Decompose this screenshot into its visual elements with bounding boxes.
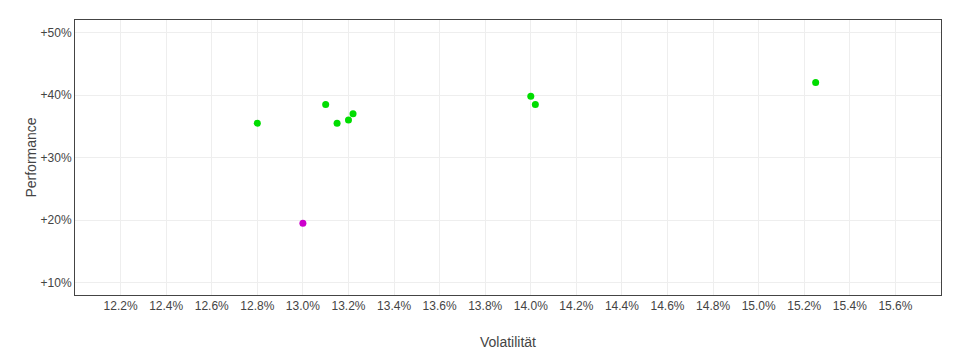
- svg-text:Volatilität: Volatilität: [480, 334, 536, 350]
- svg-text:13.8%: 13.8%: [468, 299, 502, 313]
- svg-text:13.6%: 13.6%: [423, 299, 457, 313]
- svg-text:+40%: +40%: [41, 88, 72, 102]
- svg-text:14.0%: 14.0%: [514, 299, 548, 313]
- svg-text:14.6%: 14.6%: [651, 299, 685, 313]
- svg-text:14.2%: 14.2%: [559, 299, 593, 313]
- svg-text:12.4%: 12.4%: [149, 299, 183, 313]
- svg-text:15.4%: 15.4%: [833, 299, 867, 313]
- svg-text:13.4%: 13.4%: [377, 299, 411, 313]
- svg-text:+30%: +30%: [41, 151, 72, 165]
- svg-text:15.2%: 15.2%: [787, 299, 821, 313]
- svg-text:+10%: +10%: [41, 276, 72, 290]
- svg-text:+20%: +20%: [41, 213, 72, 227]
- svg-text:13.0%: 13.0%: [286, 299, 320, 313]
- svg-text:14.8%: 14.8%: [696, 299, 730, 313]
- svg-text:Performance: Performance: [23, 117, 39, 197]
- svg-text:13.2%: 13.2%: [331, 299, 365, 313]
- svg-text:14.4%: 14.4%: [605, 299, 639, 313]
- svg-text:12.2%: 12.2%: [104, 299, 138, 313]
- svg-text:15.0%: 15.0%: [742, 299, 776, 313]
- svg-text:12.8%: 12.8%: [240, 299, 274, 313]
- svg-text:12.6%: 12.6%: [195, 299, 229, 313]
- svg-text:+50%: +50%: [41, 26, 72, 40]
- svg-text:15.6%: 15.6%: [878, 299, 912, 313]
